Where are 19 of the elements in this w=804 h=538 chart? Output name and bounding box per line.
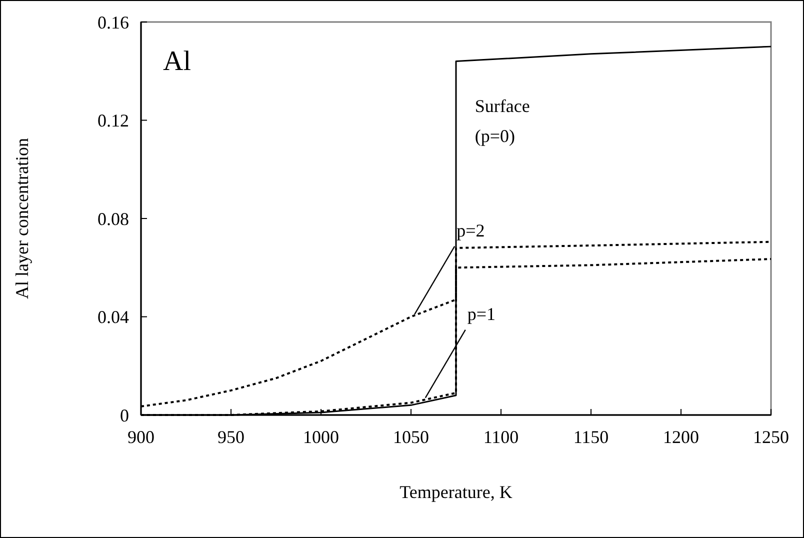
- x-tick-label: 1000: [303, 427, 339, 447]
- y-tick-label: 0: [120, 405, 129, 426]
- annotation: Surface (p=0): [474, 96, 530, 146]
- annotation: p=2: [456, 220, 485, 240]
- x-tick-label: 1200: [663, 427, 699, 447]
- annotation: p=1: [467, 304, 496, 324]
- y-axis-title: Al layer concentration: [12, 138, 32, 299]
- x-tick-label: 1150: [573, 427, 609, 447]
- y-tick-label: 0.08: [98, 208, 129, 229]
- x-tick-label: 1250: [753, 427, 789, 447]
- text: Al: [163, 46, 192, 77]
- x-tick-label: 900: [128, 427, 154, 447]
- y-tick-label: 0.12: [98, 110, 129, 131]
- y-tick-label: 0.16: [98, 12, 129, 32]
- x-tick-label: 1050: [393, 427, 429, 447]
- y-tick-label: 0.04: [98, 307, 129, 328]
- x-tick-label: 1100: [483, 427, 519, 447]
- x-tick-label: 950: [218, 427, 244, 447]
- x-axis-title: Temperature, K: [400, 482, 512, 502]
